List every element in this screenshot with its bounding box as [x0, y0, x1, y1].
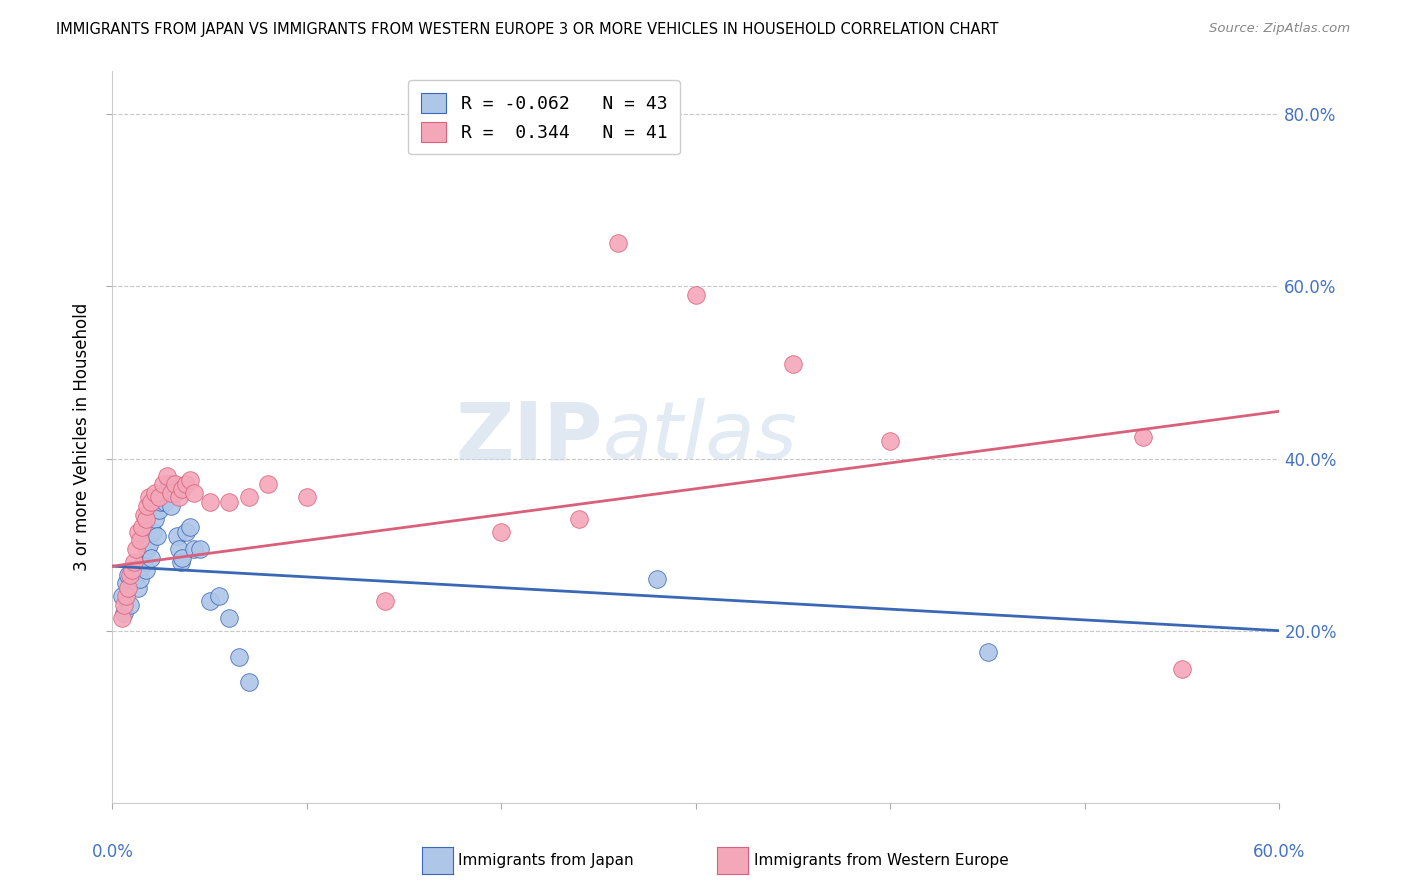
Point — [122, 555, 145, 569]
Point — [167, 541, 190, 556]
Point — [153, 494, 176, 508]
Point — [218, 494, 240, 508]
Point — [117, 581, 139, 595]
Point — [143, 486, 166, 500]
Point — [142, 524, 165, 539]
Point — [198, 593, 221, 607]
Point — [132, 508, 155, 522]
Point — [160, 499, 183, 513]
Text: Source: ZipAtlas.com: Source: ZipAtlas.com — [1209, 22, 1350, 36]
Point — [156, 486, 179, 500]
Point — [136, 541, 159, 556]
Point — [141, 550, 163, 565]
Point — [132, 555, 155, 569]
Point — [111, 589, 134, 603]
Point — [879, 434, 901, 449]
Point — [138, 538, 160, 552]
Point — [146, 529, 169, 543]
Point — [183, 541, 205, 556]
Point — [141, 494, 163, 508]
Text: 0.0%: 0.0% — [91, 843, 134, 861]
Point — [156, 468, 179, 483]
Point — [228, 649, 250, 664]
Point — [150, 494, 173, 508]
Point — [176, 477, 198, 491]
Point — [138, 491, 160, 505]
Point — [374, 593, 396, 607]
Point — [131, 520, 153, 534]
Point — [208, 589, 231, 603]
Point — [125, 541, 148, 556]
Point — [121, 564, 143, 578]
Point — [607, 236, 630, 251]
Point — [179, 520, 201, 534]
Point — [568, 512, 591, 526]
Point — [198, 494, 221, 508]
Point — [491, 524, 513, 539]
Point — [128, 572, 150, 586]
Point — [1132, 430, 1154, 444]
Point — [121, 576, 143, 591]
Point — [163, 486, 186, 500]
Point — [163, 477, 186, 491]
Point — [115, 576, 138, 591]
Text: atlas: atlas — [603, 398, 797, 476]
Point — [218, 611, 240, 625]
Point — [166, 529, 188, 543]
Text: Immigrants from Japan: Immigrants from Japan — [458, 854, 634, 868]
Point — [148, 503, 170, 517]
Text: ZIP: ZIP — [456, 398, 603, 476]
Point — [122, 572, 145, 586]
Point — [172, 550, 194, 565]
Point — [135, 564, 157, 578]
Text: Immigrants from Western Europe: Immigrants from Western Europe — [754, 854, 1008, 868]
Point — [183, 486, 205, 500]
Point — [128, 533, 150, 548]
Point — [238, 491, 260, 505]
Point — [295, 491, 318, 505]
Point — [117, 567, 139, 582]
Point — [167, 491, 190, 505]
Point — [136, 499, 159, 513]
Point — [127, 581, 149, 595]
Text: IMMIGRANTS FROM JAPAN VS IMMIGRANTS FROM WESTERN EUROPE 3 OR MORE VEHICLES IN HO: IMMIGRANTS FROM JAPAN VS IMMIGRANTS FROM… — [56, 22, 998, 37]
Point — [176, 524, 198, 539]
Point — [160, 486, 183, 500]
Point — [162, 477, 184, 491]
Point — [127, 524, 149, 539]
Point — [685, 288, 707, 302]
Point — [157, 477, 180, 491]
Point — [118, 598, 141, 612]
Point — [112, 598, 135, 612]
Point — [135, 512, 157, 526]
Point — [125, 567, 148, 582]
Point — [152, 477, 174, 491]
Point — [976, 645, 998, 659]
Point — [1171, 662, 1194, 676]
Point — [238, 675, 260, 690]
Point — [115, 589, 138, 603]
Point — [152, 486, 174, 500]
Point — [782, 357, 804, 371]
Point — [131, 559, 153, 574]
Point — [169, 555, 191, 569]
Point — [148, 491, 170, 505]
Point — [118, 567, 141, 582]
Point — [112, 607, 135, 621]
Point — [645, 572, 668, 586]
Text: 60.0%: 60.0% — [1253, 843, 1306, 861]
Point — [111, 611, 134, 625]
Point — [172, 482, 194, 496]
Point — [188, 541, 211, 556]
Legend: R = -0.062   N = 43, R =  0.344   N = 41: R = -0.062 N = 43, R = 0.344 N = 41 — [409, 80, 681, 154]
Point — [179, 473, 201, 487]
Point — [143, 512, 166, 526]
Y-axis label: 3 or more Vehicles in Household: 3 or more Vehicles in Household — [73, 303, 91, 571]
Point — [257, 477, 280, 491]
